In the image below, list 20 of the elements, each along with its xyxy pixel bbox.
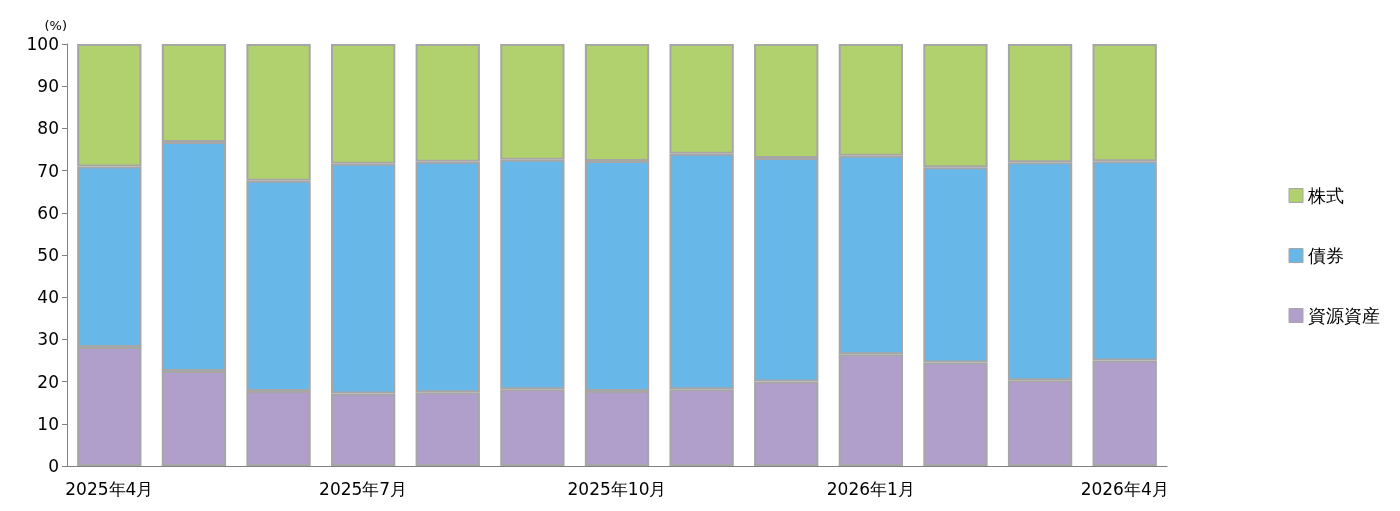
y-tick-label: 0: [48, 456, 59, 476]
y-tick-label: 50: [37, 245, 59, 265]
y-tick-label: 60: [37, 202, 59, 223]
legend-label: 株式: [1307, 185, 1344, 206]
x-tick-label: 2026年1月: [826, 478, 915, 499]
y-tick-label: 80: [37, 118, 59, 139]
legend-label: 債券: [1308, 245, 1344, 266]
x-tick-label: 2025年10月: [567, 478, 667, 499]
y-tick-label: 90: [37, 76, 59, 97]
x-tick-label: 2025年4月: [65, 478, 154, 499]
y-tick-label: 10: [37, 413, 59, 434]
y-tick-label: 40: [37, 287, 59, 308]
y-tick-label: 30: [37, 329, 59, 350]
legend-label: 資源資産: [1308, 305, 1380, 326]
y-tick-label: 70: [37, 160, 59, 181]
x-tick-label: 2026年4月: [1080, 478, 1169, 499]
y-tick-label: 20: [37, 371, 59, 392]
y-tick-label: 100: [26, 34, 59, 54]
x-tick-label: 2025年7月: [319, 478, 408, 499]
y-axis-title: (%): [44, 18, 67, 33]
